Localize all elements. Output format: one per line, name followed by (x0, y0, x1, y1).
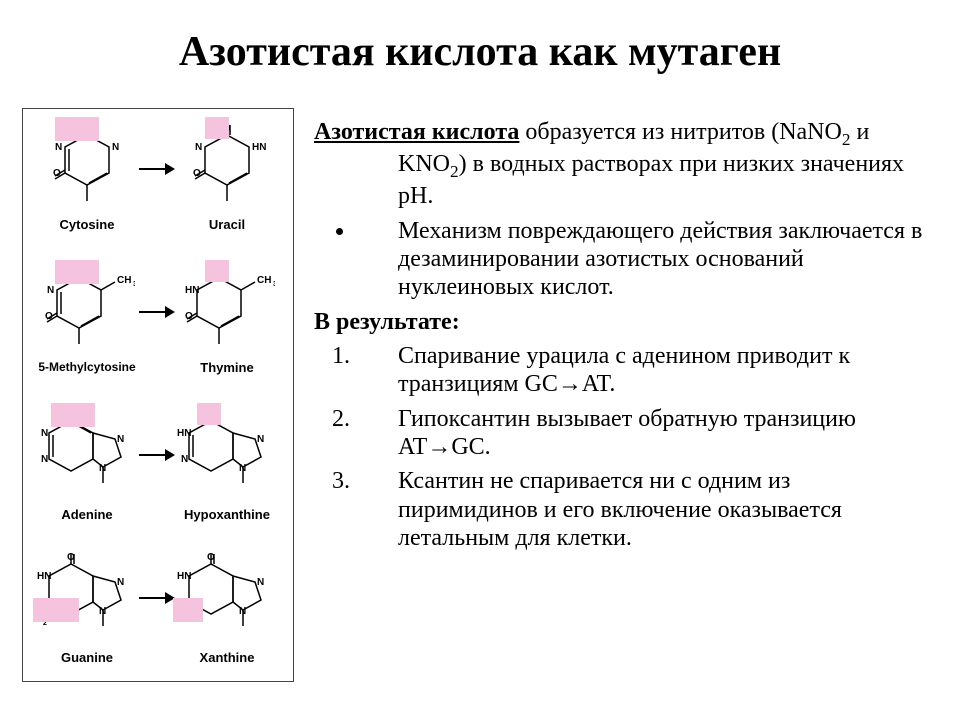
item-text: Спаривание урацила с аденином приводит к… (398, 343, 850, 397)
result-heading: В результате: (314, 308, 930, 336)
svg-text:HN: HN (177, 428, 191, 439)
arrow-icon (139, 592, 175, 604)
svg-text:CH: CH (117, 275, 131, 286)
highlight (205, 260, 229, 282)
svg-text:HN: HN (185, 285, 199, 296)
list-item: Гипоксантин вызывает обратную транзицию … (356, 405, 930, 462)
arrow-icon (139, 449, 175, 461)
svg-text:HN: HN (37, 571, 51, 582)
arrow-symbol: → (558, 370, 582, 397)
mol-label: Uracil (177, 217, 277, 232)
fig-row-1: NH2 N N O Cytosine (23, 109, 293, 252)
slide: Азотистая кислота как мутаген NH2 N N (0, 0, 960, 720)
arrow-symbol: → (427, 433, 451, 460)
mol-guanine: O HN N N N H2N Guanine (37, 552, 137, 665)
numbered-list: Спаривание урацила с аденином приводит к… (314, 342, 930, 552)
svg-text:N: N (117, 577, 124, 588)
page-title: Азотистая кислота как мутаген (0, 28, 960, 76)
mol-label: 5-Methylcytosine (37, 360, 137, 374)
bullet-item: Механизм повреждающего действия заключае… (356, 217, 930, 302)
bullet-list: Механизм повреждающего действия заключае… (314, 217, 930, 302)
highlight (197, 403, 221, 425)
svg-text:N: N (41, 454, 48, 465)
mol-label: Adenine (37, 507, 137, 522)
mol-uracil: O HN N O Uracil (177, 123, 277, 232)
lead-paragraph: Азотистая кислота образуется из нитритов… (314, 118, 930, 211)
lead-text: образуется из нитритов (NaNO (519, 119, 841, 145)
arrow-icon (139, 306, 175, 318)
item-text: GC. (451, 434, 490, 460)
mol-adenine: NH2 N N N N Adenine (37, 409, 137, 522)
svg-text:HN: HN (177, 571, 191, 582)
highlight (55, 260, 99, 284)
mol-xanthine: O HN HN N N O Xanthine (177, 552, 277, 665)
svg-text:3: 3 (133, 281, 135, 288)
structure-icon: O HN N N N (177, 409, 277, 505)
sub: 2 (450, 162, 459, 181)
svg-text:N: N (47, 285, 54, 296)
list-item: Ксантин не спаривается ни с одним из пир… (356, 467, 930, 552)
text-content: Азотистая кислота образуется из нитритов… (314, 118, 930, 558)
svg-text:N: N (195, 142, 202, 153)
svg-text:HN: HN (252, 142, 266, 153)
item-text: AT. (582, 371, 616, 397)
svg-text:N: N (112, 142, 119, 153)
fig-row-3: NH2 N N N N Adenine (23, 395, 293, 538)
svg-text:N: N (41, 428, 48, 439)
list-item: Спаривание урацила с аденином приводит к… (356, 342, 930, 399)
mol-label: Xanthine (177, 650, 277, 665)
svg-text:3: 3 (273, 281, 275, 288)
highlight (51, 403, 95, 427)
deamination-figure: NH2 N N O Cytosine (22, 108, 294, 682)
arrow-icon (139, 163, 175, 175)
highlight (173, 598, 203, 622)
mol-label: Cytosine (37, 217, 137, 232)
svg-text:N: N (181, 454, 188, 465)
mol-label: Thymine (177, 360, 277, 375)
fig-row-2: NH2 CH3 N O 5-Methylcytosine (23, 252, 293, 395)
highlight (55, 117, 99, 141)
mol-5mc: NH2 CH3 N O 5-Methylcytosine (37, 266, 137, 374)
mol-label: Guanine (37, 650, 137, 665)
fig-row-4: O HN N N N H2N Guanine (23, 538, 293, 681)
svg-text:N: N (117, 434, 124, 445)
svg-text:CH: CH (257, 275, 271, 286)
svg-text:N: N (55, 142, 62, 153)
mol-cytosine: NH2 N N O Cytosine (37, 123, 137, 232)
highlight (33, 598, 79, 622)
mol-hypoxanthine: O HN N N N Hypoxanthine (177, 409, 277, 522)
highlight (205, 117, 229, 139)
mol-thymine: O CH3 HN O Thymine (177, 266, 277, 375)
svg-text:N: N (257, 577, 264, 588)
lead-term: Азотистая кислота (314, 119, 519, 145)
lead-text: ) в водных растворах при низких значения… (398, 151, 904, 209)
mol-label: Hypoxanthine (177, 507, 277, 522)
svg-text:N: N (257, 434, 264, 445)
